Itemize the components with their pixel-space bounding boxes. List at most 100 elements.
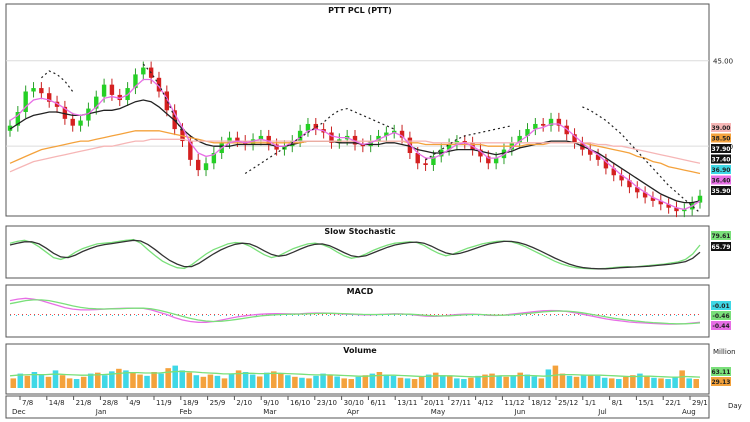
day-tick-label: 18/9 bbox=[183, 399, 199, 407]
volume-panel: 63.11 29.13 bbox=[9, 365, 731, 388]
volume-average-line bbox=[9, 370, 701, 378]
day-tick-label: 14/8 bbox=[49, 399, 65, 407]
date-axis: 7/8 14/8 21/8 28/8 4/9 11/9 18/9 25/9 2/10 9/10 16… bbox=[12, 396, 708, 416]
price-tag-bg bbox=[711, 165, 731, 174]
macd-title: MACD bbox=[347, 287, 374, 296]
volume-bar bbox=[411, 379, 418, 388]
volume-bar bbox=[637, 373, 643, 388]
volume-bar bbox=[651, 377, 657, 388]
candle-body bbox=[431, 156, 436, 165]
candle-body bbox=[141, 67, 146, 75]
candle-body bbox=[556, 118, 562, 126]
day-tick-label: 8/1 bbox=[612, 399, 623, 407]
candle-body bbox=[368, 141, 373, 147]
candle-body bbox=[290, 141, 295, 147]
price-tag-bg bbox=[711, 154, 731, 164]
volume-bar bbox=[601, 377, 608, 388]
volume-bar bbox=[587, 374, 594, 388]
month-tick-label: Mar bbox=[263, 408, 276, 416]
volume-bar bbox=[559, 373, 566, 388]
volume-bar bbox=[221, 378, 228, 388]
price-tag: 37.40 bbox=[712, 157, 731, 164]
candle-body bbox=[274, 144, 279, 150]
macd-tag: -0.01 bbox=[712, 303, 729, 310]
candle-body bbox=[517, 135, 522, 143]
price-tag: 38.50 bbox=[712, 136, 731, 143]
volume-bar bbox=[383, 374, 390, 388]
candle-body bbox=[54, 101, 60, 107]
month-tick-label: Jan bbox=[95, 408, 107, 416]
candle-body bbox=[133, 74, 138, 89]
price-tag: 37.90 bbox=[712, 146, 731, 153]
volume-bar bbox=[52, 370, 59, 388]
candle-body bbox=[117, 94, 122, 101]
day-tick-label: 7/8 bbox=[22, 399, 33, 407]
volume-bar bbox=[630, 375, 636, 388]
candle-body bbox=[227, 137, 232, 143]
day-tick-label: 2/10 bbox=[236, 399, 252, 407]
volume-bar bbox=[531, 376, 538, 388]
volume-bar bbox=[418, 376, 425, 388]
macd-tag: -0.44 bbox=[712, 323, 729, 330]
volume-bar bbox=[116, 368, 122, 388]
stochastic-tag: 79.61 bbox=[712, 233, 731, 240]
volume-bar bbox=[566, 375, 573, 388]
candle-body bbox=[627, 180, 632, 188]
volume-bar bbox=[503, 376, 509, 388]
volume-bar bbox=[207, 374, 214, 388]
volume-bar bbox=[468, 377, 474, 388]
candle-body bbox=[266, 135, 271, 145]
candle-body bbox=[603, 159, 609, 169]
volume-bar bbox=[24, 375, 31, 388]
candle-body bbox=[188, 141, 193, 160]
price-tag: 36.40 bbox=[712, 178, 731, 185]
candle-body bbox=[78, 120, 83, 126]
volume-bar bbox=[285, 375, 291, 388]
candle-body bbox=[235, 137, 240, 142]
volume-bar bbox=[573, 376, 580, 388]
price-tag: 39.00 bbox=[712, 125, 731, 132]
month-tick-label: Apr bbox=[347, 408, 359, 416]
candle-body bbox=[635, 187, 640, 193]
volume-bar bbox=[552, 365, 559, 388]
volume-bar bbox=[45, 376, 52, 388]
candle-body bbox=[423, 163, 428, 165]
candle-body bbox=[446, 144, 452, 150]
price-panel-frame bbox=[5, 3, 710, 217]
month-tick-label: Dec bbox=[12, 408, 26, 416]
volume-bar bbox=[193, 375, 200, 388]
candle-body bbox=[493, 158, 499, 164]
volume-bar bbox=[263, 372, 270, 388]
candle-body bbox=[682, 209, 687, 212]
day-tick-label: 28/8 bbox=[102, 399, 118, 407]
volume-bar bbox=[109, 371, 115, 388]
macd-panel: -0.01 -0.46 -0.44 bbox=[9, 297, 731, 330]
volume-bar bbox=[348, 379, 354, 388]
candle-body bbox=[101, 84, 107, 97]
candle-body bbox=[23, 91, 28, 112]
price-panel: 45.0040.0039.0038.5037.9037.4036.9036.40… bbox=[6, 58, 733, 218]
candle-body bbox=[15, 112, 21, 126]
volume-title: Volume bbox=[343, 346, 377, 355]
volume-bar bbox=[59, 375, 66, 388]
stochastic-panel: 79.61 65.79 bbox=[9, 231, 731, 270]
candle-body bbox=[203, 163, 209, 171]
candle-body bbox=[376, 135, 381, 142]
volume-bar bbox=[679, 370, 685, 388]
candle-body bbox=[70, 118, 75, 126]
candle-body bbox=[533, 123, 538, 130]
volume-bar bbox=[17, 373, 24, 388]
candle-body bbox=[384, 132, 389, 136]
day-tick-label: 29/1 bbox=[692, 399, 708, 407]
candle-body bbox=[62, 106, 68, 119]
candle-body bbox=[7, 125, 13, 131]
candle-body bbox=[305, 123, 311, 131]
volume-bar bbox=[580, 375, 587, 388]
volume-bar bbox=[31, 372, 38, 388]
volume-tag: 63.11 bbox=[712, 369, 731, 376]
volume-bar bbox=[94, 372, 101, 388]
volume-bar bbox=[658, 378, 664, 388]
day-tick-label: 9/10 bbox=[263, 399, 279, 407]
candle-body bbox=[525, 129, 530, 136]
stochastic-line-2 bbox=[9, 239, 701, 270]
